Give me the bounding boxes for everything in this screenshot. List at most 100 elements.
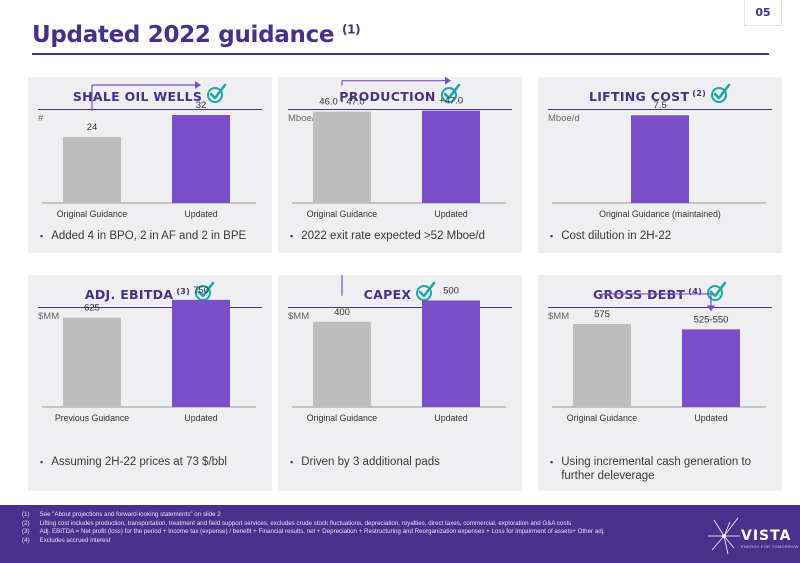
footnote-text: Lifting cost includes production, transp…: [39, 519, 572, 527]
panel-heading: PRODUCTION: [278, 83, 522, 107]
bullet-point: ▪ Added 4 in BPO, 2 in AF and 2 in BPE: [40, 229, 265, 243]
footnote: (3) Adj. EBITDA = Net profit (loss) for t…: [22, 528, 605, 537]
footnote: (4) Excludes accrued interest: [22, 537, 605, 546]
bar: [313, 321, 371, 407]
category-label: Original Guidance (maintained): [599, 209, 721, 219]
data-label: 46.0 - 47.0: [319, 97, 364, 108]
panel-title: ADJ. EBITDA: [84, 286, 174, 302]
unit-label: $MM: [548, 311, 570, 322]
category-label: Previous Guidance: [55, 413, 129, 423]
bar: [631, 115, 689, 203]
footnote-number: (2): [22, 519, 30, 527]
data-label: 400: [334, 307, 350, 318]
unit-label: #: [38, 113, 44, 124]
bar: [63, 137, 121, 203]
decrease-arrow-icon: [601, 293, 715, 312]
check-icon: [711, 83, 731, 103]
footnote: (1) See "About projections and forward-lo…: [22, 511, 605, 520]
category-label: Original Guidance: [567, 413, 638, 423]
footer: (1) See "About projections and forward-lo…: [0, 505, 800, 563]
check-icon: [707, 281, 727, 301]
data-label: 500: [443, 285, 459, 296]
bar-chart: 46.0 - 47.0 Original Guidance +47.0 Updated: [292, 77, 506, 219]
panel-shale-oil-wells: SHALE OIL WELLS #24 Original Guidance 32 Upd…: [28, 77, 272, 253]
bullet-text: Using incremental cash generation to fur…: [561, 456, 752, 482]
panel-title: SHALE OIL WELLS: [72, 88, 203, 104]
category-label: Updated: [434, 413, 467, 423]
data-label: 625: [84, 303, 100, 314]
data-label: 525-550: [694, 314, 729, 325]
category-label: Original Guidance: [307, 209, 378, 219]
check-icon: [416, 281, 436, 301]
bullet-icon: ▪: [290, 231, 294, 241]
data-label: 24: [87, 122, 98, 133]
footnotes: (1) See "About projections and forward-lo…: [22, 511, 605, 545]
page-title: Updated 2022 guidance (1): [32, 22, 361, 48]
page-number: 05: [744, 0, 782, 26]
panel-heading-rule: [548, 307, 772, 308]
increase-arrow-icon: [341, 77, 451, 86]
bar: [422, 300, 480, 407]
bar: [573, 323, 631, 407]
logo-word: VISTA: [741, 528, 792, 544]
panel-title: PRODUCTION: [339, 88, 436, 104]
panel-heading-rule: [38, 109, 262, 110]
category-label: Original Guidance: [57, 209, 128, 219]
category-label: Updated: [434, 209, 467, 219]
bullet-point: ▪ Cost dilution in 2H-22: [550, 229, 775, 243]
panel-adj-ebitda: ADJ. EBITDA (3) $MM 625 Previous Guidance 750…: [28, 275, 272, 491]
bar: [422, 110, 480, 203]
panel-heading: CAPEX: [278, 281, 522, 305]
bar-chart: 625 Previous Guidance 750 Updated: [42, 285, 256, 423]
panel-heading-rule: [38, 307, 262, 308]
bar-chart: 7.5 Original Guidance (maintained): [552, 100, 766, 219]
bullet-icon: ▪: [550, 457, 554, 467]
panel-heading-rule: [548, 109, 772, 110]
bar: [682, 329, 740, 407]
bar: [172, 299, 230, 407]
panel-title-note: (4): [688, 287, 703, 296]
vista-logo-icon: [708, 517, 740, 555]
bullet-point: ▪ Driven by 3 additional pads: [290, 455, 515, 469]
panel-heading-rule: [288, 307, 512, 308]
increase-arrow-icon: [91, 81, 201, 111]
bar: [172, 115, 230, 203]
category-label: Updated: [184, 413, 217, 423]
panel-lifting-cost: LIFTING COST (2) Mboe/d 7.5 Original Guidanc…: [538, 77, 782, 253]
bullet-text: Assuming 2H-22 prices at 73 $/bbl: [51, 456, 227, 468]
data-label: 575: [594, 309, 610, 320]
data-label: +47.0: [439, 96, 463, 107]
footnote-number: (3): [22, 528, 30, 536]
check-icon: [440, 83, 460, 103]
panel-title-note: (3): [176, 287, 191, 296]
bullet-text: 2022 exit rate expected >52 Mboe/d: [301, 230, 486, 242]
category-label: Original Guidance: [307, 413, 378, 423]
bullet-icon: ▪: [40, 231, 44, 241]
panel-capex: CAPEX $MM 400 Original Guidance 500 Updated ▪ D…: [278, 275, 522, 491]
footnote-text: See "About projections and forward-looki…: [39, 511, 221, 518]
data-label: 750: [193, 285, 209, 296]
bullet-text: Driven by 3 additional pads: [301, 456, 440, 468]
bullet-icon: ▪: [290, 457, 294, 467]
check-icon: [207, 83, 227, 103]
category-label: Updated: [694, 413, 727, 423]
footnote-number: (1): [22, 511, 30, 518]
unit-label: Mboe/d: [288, 113, 320, 124]
bar-chart: 400 Original Guidance 500 Updated: [292, 275, 506, 423]
unit-label: $MM: [38, 311, 60, 322]
unit-label: Mboe/d: [548, 113, 580, 124]
panel-heading: LIFTING COST (2): [538, 83, 782, 107]
bullet-text: Added 4 in BPO, 2 in AF and 2 in BPE: [51, 230, 247, 242]
category-label: Updated: [184, 209, 217, 219]
footnote-text: Adj. EBITDA = Net profit (loss) for the …: [39, 528, 605, 536]
bar-chart: 575 Original Guidance 525-550 Updated: [552, 293, 766, 423]
unit-label: $MM: [288, 311, 310, 322]
panel-title: CAPEX: [363, 286, 412, 302]
bullet-text: Cost dilution in 2H-22: [561, 230, 672, 242]
title-divider: [32, 53, 769, 55]
logo-tagline: ENERGY FOR TOMORROW: [741, 544, 799, 549]
bullet-point: ▪ 2022 exit rate expected >52 Mboe/d: [290, 229, 515, 243]
bullet-icon: ▪: [40, 457, 44, 467]
panel-title-note: (2): [692, 89, 707, 98]
data-label: 7.5: [653, 100, 666, 111]
